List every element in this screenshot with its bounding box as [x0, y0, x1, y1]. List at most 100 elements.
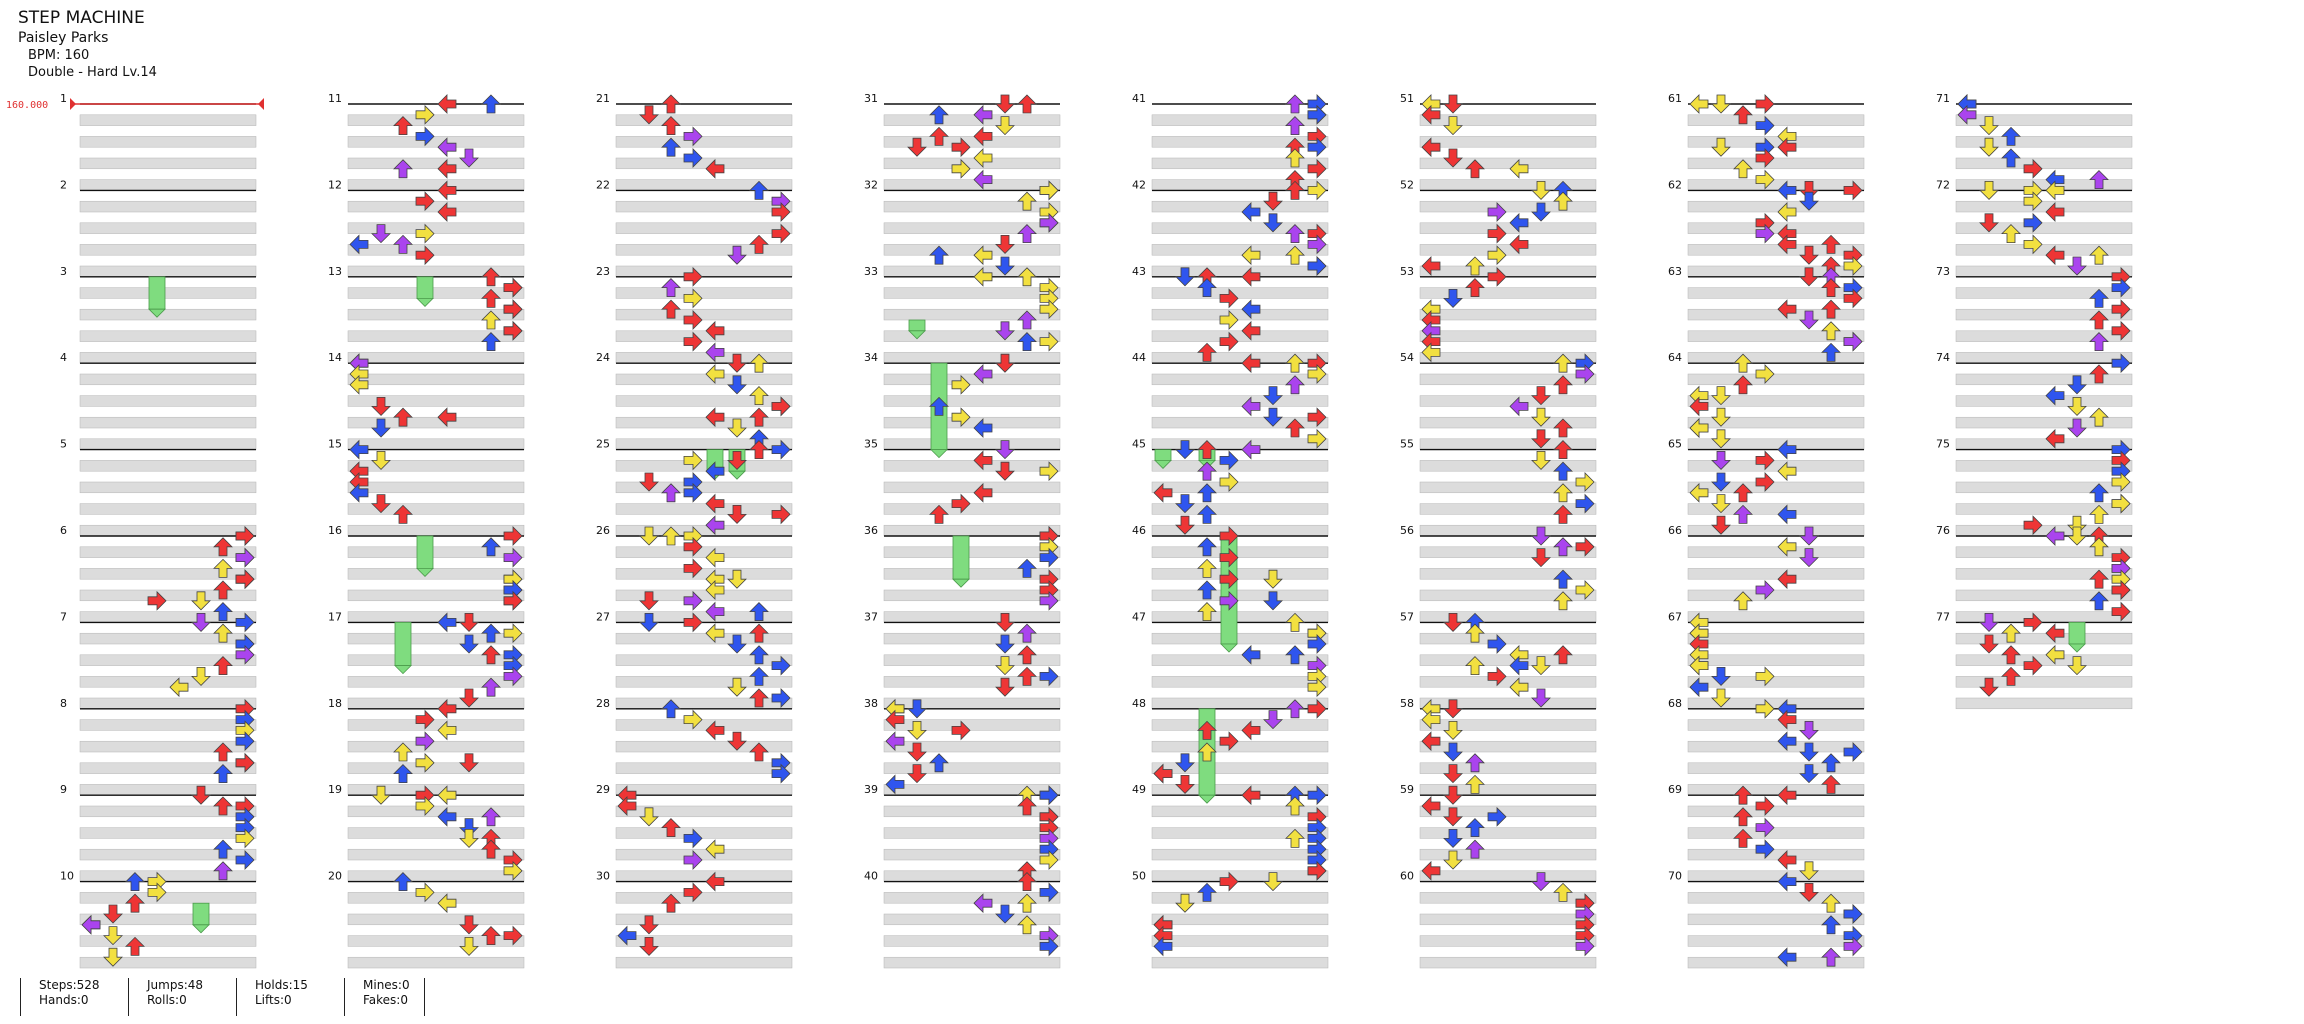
- beat-stripe: [347, 136, 525, 148]
- beat-stripe: [1419, 568, 1597, 580]
- measure-number: 56: [1400, 524, 1414, 537]
- beat-stripe: [1687, 179, 1865, 191]
- beat-stripe: [883, 892, 1061, 904]
- beat-stripe: [1955, 244, 2133, 256]
- measure-number: 44: [1132, 351, 1146, 364]
- beat-stripe: [1419, 589, 1597, 602]
- hold-tail: [908, 330, 926, 340]
- stat-lifts: Lifts:0: [255, 993, 292, 1007]
- measure-number: 65: [1668, 438, 1682, 451]
- beat-stripe: [79, 114, 257, 126]
- beat-stripe: [1955, 395, 2133, 407]
- beat-stripe: [1151, 438, 1329, 450]
- beat-stripe: [347, 481, 525, 494]
- measure-number: 30: [596, 870, 610, 883]
- beat-stripe: [347, 416, 525, 429]
- measure-number: 27: [596, 610, 610, 623]
- beat-stripe: [615, 373, 793, 386]
- beat-stripe: [883, 632, 1061, 645]
- measure-number: 29: [596, 783, 610, 796]
- beat-stripe: [883, 287, 1061, 299]
- beat-stripe: [1687, 935, 1865, 947]
- hold-tail: [1198, 794, 1216, 804]
- measure-number: 46: [1132, 524, 1146, 537]
- beat-stripe: [1419, 632, 1597, 645]
- beat-stripe: [347, 654, 525, 666]
- beat-stripe: [1419, 265, 1597, 278]
- stat-holds: Holds:15: [255, 978, 308, 992]
- beat-stripe: [1955, 611, 2133, 623]
- beat-stripe: [1687, 114, 1865, 126]
- beat-stripe: [79, 827, 257, 839]
- beat-stripe: [1419, 416, 1597, 429]
- measure-number: 45: [1132, 438, 1146, 451]
- beat-stripe: [1687, 654, 1865, 666]
- beat-stripe: [883, 546, 1061, 558]
- step-arrow: [1711, 94, 1731, 114]
- beat-stripe: [79, 416, 257, 429]
- beat-stripe: [79, 546, 257, 558]
- measure-number: 43: [1132, 265, 1146, 278]
- measure-number: 40: [864, 870, 878, 883]
- beat-stripe: [79, 395, 257, 407]
- beat-stripe: [1419, 805, 1597, 818]
- beat-stripe: [883, 848, 1061, 861]
- beat-stripe: [79, 179, 257, 191]
- beat-stripe: [1419, 784, 1597, 796]
- beat-stripe: [347, 632, 525, 645]
- measure-number: 20: [328, 870, 342, 883]
- measure-number: 73: [1936, 265, 1950, 278]
- beat-stripe: [883, 740, 1061, 753]
- beat-stripe: [79, 848, 257, 861]
- beat-stripe: [79, 913, 257, 926]
- beat-stripe: [1687, 719, 1865, 731]
- hold-tail: [148, 308, 166, 318]
- measure-number: 35: [864, 438, 878, 451]
- beat-stripe: [1151, 762, 1329, 774]
- beat-stripe: [347, 395, 525, 407]
- song-header: STEP MACHINE Paisley Parks BPM: 160 Doub…: [18, 8, 157, 81]
- hold-body: [394, 622, 412, 667]
- beat-stripe: [347, 460, 525, 472]
- beat-stripe: [615, 157, 793, 170]
- beat-stripe: [1687, 870, 1865, 882]
- hold-body: [1154, 449, 1172, 461]
- beat-stripe: [79, 676, 257, 688]
- beat-stripe: [1151, 805, 1329, 818]
- beat-stripe: [1955, 308, 2133, 321]
- beat-stripe: [79, 524, 257, 537]
- hold-body: [908, 319, 926, 332]
- beat-stripe: [1419, 740, 1597, 753]
- beat-stripe: [347, 373, 525, 386]
- beat-stripe: [79, 373, 257, 386]
- beat-stripe: [1419, 395, 1597, 407]
- beat-stripe: [1687, 676, 1865, 688]
- measure-number: 16: [328, 524, 342, 537]
- beat-stripe: [1687, 762, 1865, 774]
- beat-stripe: [883, 157, 1061, 170]
- beat-stripe: [347, 438, 525, 450]
- measure-number: 70: [1668, 870, 1682, 883]
- step-arrow: [1443, 94, 1463, 114]
- measure-number: 10: [60, 870, 74, 883]
- step-arrow: [1017, 94, 1037, 114]
- beat-stripe: [1955, 136, 2133, 148]
- beat-stripe: [615, 611, 793, 623]
- step-arrow: [481, 94, 501, 114]
- beat-stripe: [615, 568, 793, 580]
- beat-stripe: [1151, 892, 1329, 904]
- beat-stripe: [1687, 200, 1865, 213]
- measure-number: 23: [596, 265, 610, 278]
- beat-stripe: [1419, 654, 1597, 666]
- beat-stripe: [1687, 330, 1865, 342]
- measure-number: 31: [864, 92, 878, 105]
- beat-stripe: [883, 244, 1061, 256]
- beat-stripe: [1151, 157, 1329, 170]
- beat-stripe: [79, 762, 257, 774]
- beat-stripe: [1419, 373, 1597, 386]
- beat-stripe: [1687, 416, 1865, 429]
- measure-number: 42: [1132, 178, 1146, 191]
- measure-number: 37: [864, 610, 878, 623]
- beat-stripe: [1687, 373, 1865, 386]
- measure-number: 60: [1400, 870, 1414, 883]
